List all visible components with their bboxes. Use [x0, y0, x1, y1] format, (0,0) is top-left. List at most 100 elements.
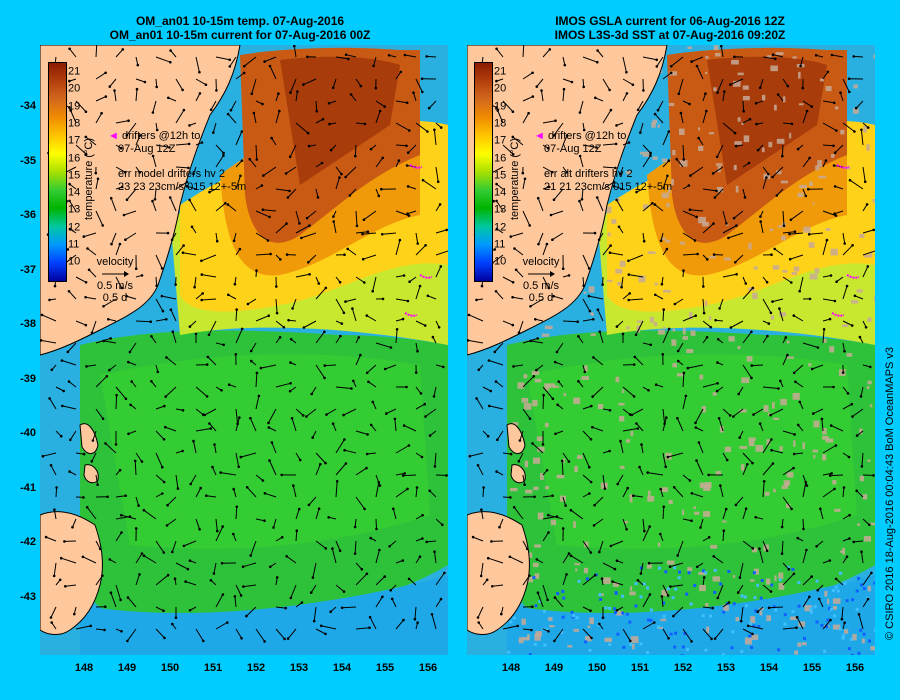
left-colorbar-title: temperature (°C) [83, 137, 95, 220]
colorbar-tick-label: 16 [68, 152, 81, 164]
x-tick-label: 149 [117, 662, 137, 674]
right-colorbar-title: temperature (°C) [509, 137, 521, 220]
left-err-line2: 23 23 23cm/s 015 12+-5m [118, 181, 247, 193]
y-tick-label: -43 [20, 590, 36, 603]
y-tick-label: -40 [20, 427, 36, 439]
drifter-tracks [404, 164, 433, 318]
left-title-line1: OM_an01 10-15m temp. 07-Aug-2016 [135, 14, 345, 28]
tasmania-land [467, 511, 530, 635]
right-colorbar-labels: 21 20 19 18 17 16 15 14 13 12 11 10 [492, 62, 516, 280]
x-tick-label: 155 [375, 662, 395, 674]
x-tick-label: 155 [802, 662, 822, 674]
left-velocity-speed: 0.5 m/s [96, 280, 134, 292]
y-tick-label: -42 [20, 536, 36, 548]
right-map-panel[interactable] [467, 45, 875, 655]
right-x-axis-labels: 148 149 150 151 152 153 154 155 156 [467, 662, 875, 678]
right-error-legend: err alt drifters hv 2 21 21 23cm/s 015 1… [544, 168, 672, 194]
tasmania-land [40, 511, 103, 635]
colorbar-tick-label: 12 [494, 221, 507, 234]
x-tick-label: 152 [246, 662, 266, 674]
x-tick-label: 152 [673, 662, 693, 674]
left-error-legend: err model drifters hv 2 23 23 23cm/s 015… [118, 168, 246, 194]
colorbar-tick-label: 10 [494, 255, 507, 268]
x-tick-label: 150 [160, 662, 180, 674]
current-vectors [467, 45, 875, 643]
y-tick-label: -35 [20, 154, 36, 167]
colorbar-tick-label: 15 [494, 169, 507, 182]
right-velocity-speed: 0.5 m/s [522, 280, 560, 292]
colorbar-tick-label: 18 [68, 117, 81, 130]
colorbar-tick-label: 21 [494, 65, 507, 78]
velocity-arrow-icon [528, 271, 555, 277]
eac-hot-core [707, 56, 827, 185]
x-tick-label: 153 [716, 662, 736, 674]
x-tick-label: 148 [501, 662, 521, 674]
drifter-tracks [831, 164, 860, 318]
y-tick-label: -34 [20, 100, 36, 112]
left-title: OM_an01 10-15m temp. 07-Aug-2016 OM_an01… [30, 14, 450, 42]
y-tick-label: -39 [20, 372, 36, 385]
colorbar-tick-label: 20 [68, 82, 81, 95]
y-axis-labels: -34 -35 -36 -37 -38 -39 -40 -41 -42 -43 [0, 45, 38, 655]
right-colorbar [474, 62, 493, 282]
left-legend-line2: 07-Aug 12Z [118, 143, 176, 155]
colorbar-tick-label: 11 [494, 238, 506, 251]
right-title: IMOS GSLA current for 06-Aug-2016 12Z IM… [460, 14, 880, 42]
colorbar-tick-label: 11 [68, 238, 80, 251]
left-velocity-label: velocity [96, 256, 134, 268]
left-velocity-key: velocity 0.5 m/s 0.5 d [90, 256, 140, 304]
right-legend-line2: 07-Aug 12Z [544, 143, 602, 155]
x-tick-label: 153 [289, 662, 309, 674]
left-err-line1: err model drifters hv 2 [118, 168, 225, 180]
right-velocity-time: 0.5 d [528, 292, 554, 304]
colorbar-tick-label: 12 [68, 221, 81, 234]
left-x-axis-labels: 148 149 150 151 152 153 154 155 156 [40, 662, 448, 678]
y-tick-label: -36 [20, 209, 36, 221]
x-tick-label: 154 [759, 662, 779, 674]
colorbar-tick-label: 19 [68, 100, 81, 113]
left-colorbar-labels: 21 20 19 18 17 16 15 14 13 12 11 10 [66, 62, 90, 280]
y-tick-label: -38 [20, 318, 36, 330]
y-tick-label: -41 [20, 481, 36, 494]
y-tick-label: -37 [20, 263, 36, 276]
x-tick-label: 154 [332, 662, 352, 674]
drifter-legend-marker-icon: ◄ [534, 130, 545, 142]
right-err-line1: err alt drifters hv 2 [544, 168, 633, 180]
right-map-svg [467, 45, 875, 655]
left-map-panel[interactable] [40, 45, 448, 655]
right-drifter-legend: ◄ drifters @12h to 07-Aug 12Z [534, 130, 626, 156]
left-drifter-legend: ◄ drifters @12h to 07-Aug 12Z [108, 130, 200, 156]
southern-cool-water [80, 575, 448, 655]
right-velocity-key: velocity 0.5 m/s 0.5 d [516, 256, 566, 304]
x-tick-label: 156 [845, 662, 865, 674]
colorbar-tick-label: 21 [68, 65, 81, 78]
cape-barren-island [510, 464, 526, 484]
colorbar-tick-label: 14 [494, 186, 507, 199]
colorbar-tick-label: 18 [494, 117, 507, 130]
left-velocity-time: 0.5 d [102, 292, 128, 304]
right-err-line2: 21 21 23cm/s 015 12+-5m [544, 181, 673, 193]
colorbar-tick-label: 15 [68, 169, 81, 182]
right-velocity-label: velocity [522, 256, 560, 268]
credit-text: © CSIRO 2016 18-Aug-2016 00:04:43 BoM Oc… [884, 346, 896, 640]
colorbar-tick-label: 17 [68, 134, 81, 147]
eac-hot-core [280, 56, 400, 185]
flinders-island [79, 423, 99, 454]
colorbar-tick-label: 10 [68, 255, 81, 268]
x-tick-label: 149 [544, 662, 564, 674]
current-vectors [40, 45, 448, 643]
left-legend-line1: drifters @12h to [121, 130, 201, 142]
left-map-svg [40, 45, 448, 655]
left-colorbar [48, 62, 67, 282]
left-title-line2: OM_an01 10-15m current for 07-Aug-2016 0… [109, 28, 371, 42]
cape-barren-island [83, 464, 99, 484]
mid-water-region [100, 354, 430, 549]
x-tick-label: 148 [74, 662, 94, 674]
colorbar-tick-label: 20 [494, 82, 507, 95]
right-title-line2: IMOS L3S-3d SST at 07-Aug-2016 09:20Z [554, 28, 786, 42]
x-tick-label: 150 [587, 662, 607, 674]
colorbar-tick-label: 13 [494, 203, 507, 216]
colorbar-tick-label: 19 [494, 100, 507, 113]
colorbar-tick-label: 14 [68, 186, 81, 199]
x-tick-label: 151 [630, 662, 650, 674]
